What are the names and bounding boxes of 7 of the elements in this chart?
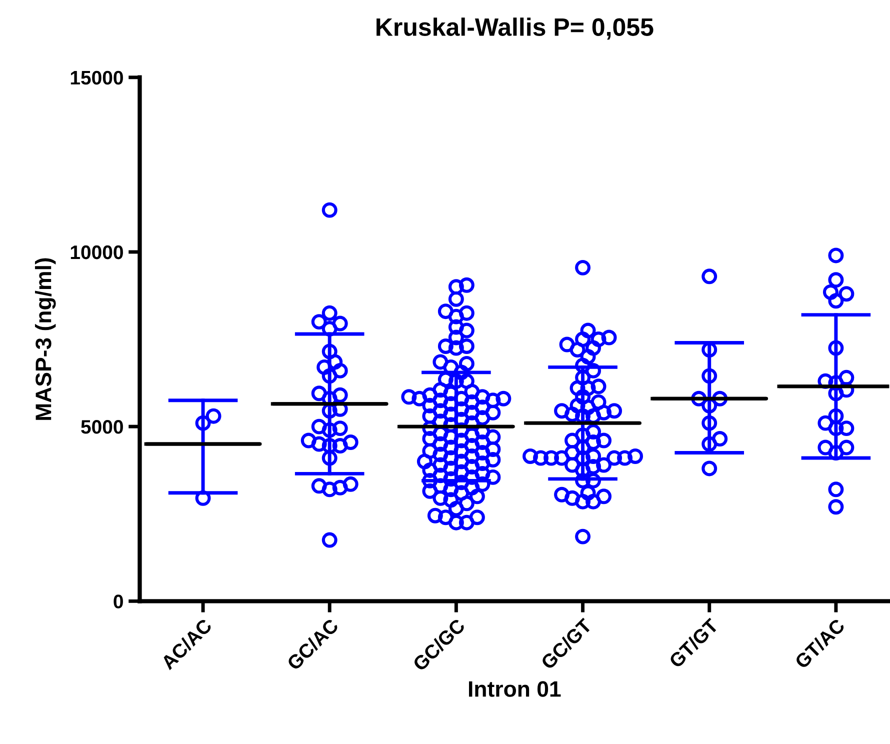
x-axis-title: Intron 01: [468, 681, 561, 697]
y-tick-label: 5000: [81, 420, 123, 434]
y-axis-title: MASP-3 (ng/ml): [34, 258, 56, 420]
y-tick-label: 15000: [70, 70, 123, 85]
y-tick-label: 10000: [70, 245, 123, 260]
chart-title: Kruskal-Wallis P= 0,055: [376, 18, 654, 40]
y-tick-label: 0: [114, 594, 123, 608]
